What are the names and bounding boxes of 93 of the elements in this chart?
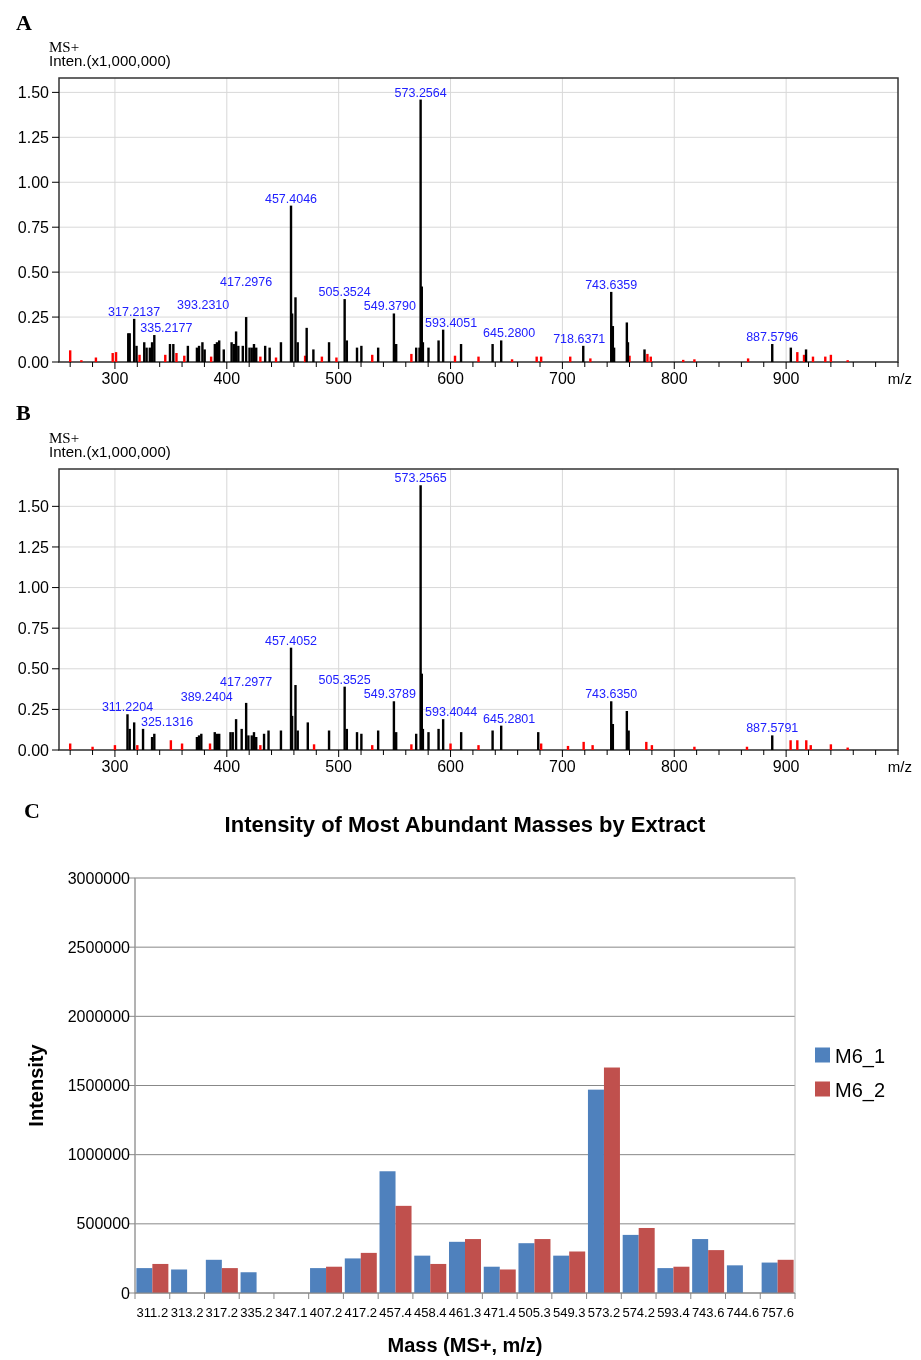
annotation: 573.2564 xyxy=(394,85,447,100)
y-tick-label: 2000000 xyxy=(67,1007,131,1025)
y-tick-label: 500000 xyxy=(76,1215,131,1233)
x-tick-label: 593.4 xyxy=(657,1305,690,1320)
x-tick-label: 400 xyxy=(213,370,241,387)
legend-label: M6_1 xyxy=(835,1044,886,1068)
y-tick-label: 1.25 xyxy=(17,128,50,146)
annotation: 417.2977 xyxy=(220,674,273,689)
legend-label: M6_2 xyxy=(835,1078,886,1102)
annotation: 573.2565 xyxy=(394,471,447,486)
y-tick-label: 0 xyxy=(121,1284,131,1302)
chart-title: Intensity of Most Abundant Masses by Extract xyxy=(224,812,707,837)
annotation: 645.2801 xyxy=(483,711,536,726)
x-tick-label: 317.2 xyxy=(205,1305,239,1320)
y-tick-label: 2500000 xyxy=(67,938,131,956)
y-tick-label: 0.50 xyxy=(17,263,50,281)
x-tick-label: 549.3 xyxy=(552,1305,586,1320)
y-tick-label: 0.50 xyxy=(17,660,50,678)
annotation: 505.3525 xyxy=(318,672,371,687)
x-tick-label: 800 xyxy=(660,758,688,775)
x-tick-label: 300 xyxy=(101,758,129,775)
x-tick-label: 407.2 xyxy=(309,1305,343,1320)
y-tick-label: 1000000 xyxy=(67,1146,131,1164)
y-tick-label: 0.25 xyxy=(17,700,50,718)
y-tick-label: 1500000 xyxy=(67,1077,131,1095)
x-tick-label: 461.3 xyxy=(448,1305,482,1320)
x-tick-label: 300 xyxy=(101,370,129,387)
annotation: 457.4046 xyxy=(264,191,318,206)
y-tick-label: 1.00 xyxy=(17,579,50,597)
y-tick-label: 0.00 xyxy=(17,741,50,759)
x-tick-label: 500 xyxy=(325,370,353,387)
annotation: 718.6371 xyxy=(553,331,606,346)
annotation: 393.2310 xyxy=(177,298,230,313)
y-tick-label: 0.25 xyxy=(17,308,50,326)
x-tick-label: 900 xyxy=(772,758,800,775)
x-tick-label: 800 xyxy=(660,370,688,387)
x-tick-label: 505.3 xyxy=(518,1305,551,1320)
text: C xyxy=(24,798,40,823)
y-tick-label: 1.00 xyxy=(17,173,50,191)
x-tick-label: 757.6 xyxy=(761,1305,794,1320)
annotation: 317.2137 xyxy=(108,304,161,319)
y-tick-label: 0.00 xyxy=(17,353,50,371)
y-tick-label: 3000000 xyxy=(67,869,131,887)
x-tick-label: 335.2 xyxy=(240,1305,273,1320)
x-tick-label: 573.2 xyxy=(587,1305,621,1320)
annotation: 645.2800 xyxy=(483,326,536,341)
y-axis-title: Inten.(x1,000,000) xyxy=(49,52,171,69)
x-tick-label: 743.6 xyxy=(691,1305,725,1320)
x-tick-label: 574.2 xyxy=(622,1305,655,1320)
x-tick-label: 457.4 xyxy=(379,1305,412,1320)
annotation: 389.2404 xyxy=(180,690,233,705)
annotation: 887.5796 xyxy=(746,330,799,345)
annotation: 335.2177 xyxy=(140,321,193,336)
y-axis-title: Intensity xyxy=(25,1043,47,1127)
y-tick-label: 1.50 xyxy=(17,497,50,515)
x-tick-label: 417.2 xyxy=(344,1305,378,1320)
y-axis-title: Inten.(x1,000,000) xyxy=(49,443,171,460)
y-tick-label: 1.25 xyxy=(17,538,50,556)
x-axis-title: m/z xyxy=(887,370,912,387)
annotation: 549.3790 xyxy=(363,299,417,314)
x-tick-label: 313.2 xyxy=(170,1305,204,1320)
x-axis-title: m/z xyxy=(887,758,912,775)
annotation: 887.5791 xyxy=(746,721,799,736)
annotation: 593.4051 xyxy=(425,315,478,330)
x-tick-label: 700 xyxy=(549,370,576,387)
annotation: 417.2976 xyxy=(220,275,273,290)
x-tick-label: 600 xyxy=(437,370,464,387)
x-tick-label: 347.1 xyxy=(275,1305,308,1320)
annotation: 593.4044 xyxy=(425,705,478,720)
x-tick-label: 311.2 xyxy=(136,1305,169,1320)
x-tick-label: 600 xyxy=(437,758,464,775)
annotation: 743.6350 xyxy=(585,687,638,702)
x-tick-label: 744.6 xyxy=(726,1305,760,1320)
x-tick-label: 700 xyxy=(549,758,576,775)
x-tick-label: 900 xyxy=(772,370,800,387)
x-tick-label: 500 xyxy=(325,758,353,775)
y-tick-label: 1.50 xyxy=(17,83,50,101)
x-axis-title: Mass (MS+, m/z) xyxy=(387,1334,543,1356)
y-tick-label: 0.75 xyxy=(17,218,50,236)
x-tick-label: 471.4 xyxy=(483,1305,517,1320)
x-tick-label: 458.4 xyxy=(413,1305,447,1320)
annotation: 457.4052 xyxy=(264,633,318,648)
annotation: 549.3789 xyxy=(363,687,417,702)
annotation: 743.6359 xyxy=(585,277,638,292)
x-tick-label: 400 xyxy=(213,758,241,775)
annotation: 505.3524 xyxy=(318,285,371,300)
text: B xyxy=(16,400,31,425)
annotation: 311.2204 xyxy=(101,700,154,715)
annotation: 325.1316 xyxy=(140,714,194,729)
y-tick-label: 0.75 xyxy=(17,619,50,637)
chart-subtitle: MS+ xyxy=(49,430,80,446)
chart-subtitle: MS+ xyxy=(49,39,80,55)
text: A xyxy=(16,10,32,35)
